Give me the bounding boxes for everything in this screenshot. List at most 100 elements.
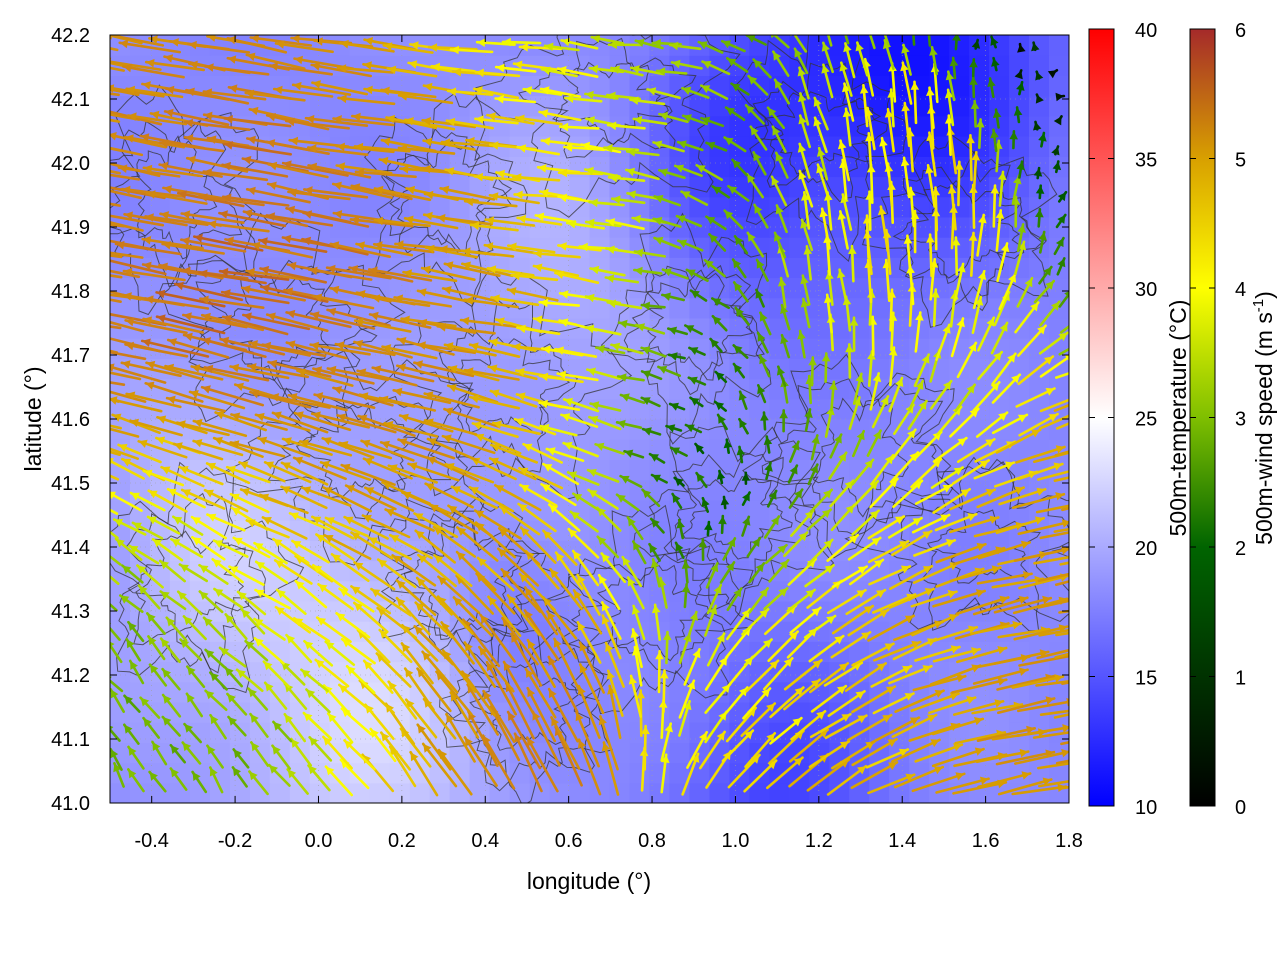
temperature-cell (1049, 378, 1069, 400)
temperature-cell (569, 257, 591, 279)
temperature-cell (249, 722, 271, 743)
wind-arrow (765, 756, 804, 790)
wind-vectors (110, 35, 1069, 797)
temperature-cell (669, 277, 690, 299)
temperature-cell (709, 95, 730, 117)
temperature-cell (1029, 176, 1050, 198)
temperature-cell (589, 196, 611, 218)
wind-arrow (421, 742, 458, 788)
temperature-cell (449, 540, 471, 562)
temperature-cell (829, 257, 850, 279)
temperature-cell (829, 358, 850, 380)
temperature-cell (110, 196, 131, 218)
temperature-cell (669, 681, 690, 703)
temperature-cell (689, 297, 710, 319)
temperature-cell (709, 641, 730, 663)
temperature-cell (849, 338, 870, 359)
temperature-cell (609, 277, 631, 299)
temperature-cell (249, 782, 271, 803)
temperature-cell (689, 520, 710, 541)
temperature-cell (209, 75, 231, 97)
temperature-cell (1029, 499, 1050, 521)
temperature-cell (369, 661, 391, 683)
y-tick-label: 41.1 (51, 729, 90, 751)
temperature-cell (1009, 297, 1030, 319)
temperature-cell (549, 216, 571, 238)
temperature-cell (169, 398, 191, 420)
contour-line (125, 492, 266, 674)
wind-arrow (148, 770, 167, 793)
temperature-cell (709, 742, 730, 764)
y-tick-label: 42.0 (51, 153, 90, 175)
temperature-cell (389, 661, 411, 683)
temperature-cell (549, 540, 571, 562)
temperature-cell (649, 419, 670, 440)
temperature-cell (629, 459, 651, 481)
temperature-cell (169, 701, 191, 723)
temperature-cell (729, 681, 750, 703)
temperature-cell (569, 75, 591, 97)
temperature-cell (409, 95, 431, 117)
wind-arrow (577, 738, 602, 796)
temperature-cell (489, 621, 511, 642)
wind-colorbar-label-main: 500m-wind speed (m s (1251, 312, 1277, 545)
temperature-cell (189, 722, 211, 743)
temperature-cell (709, 156, 730, 178)
temperature-cell (789, 317, 810, 339)
temperature-cell (789, 540, 810, 562)
temperature-cell (1009, 378, 1030, 400)
temperature-cell (369, 378, 391, 400)
temperature-cell (489, 580, 511, 602)
temperature-cell (689, 419, 710, 440)
temperature-cell (689, 762, 710, 784)
temperature-cell (769, 762, 790, 784)
temperature-cell (509, 661, 531, 683)
temperature-cell (709, 136, 730, 157)
wind-arrow (660, 753, 670, 794)
y-tick-label: 41.9 (51, 217, 90, 239)
wind-arrow (286, 768, 309, 795)
temperature-cell (529, 580, 551, 602)
temperature-cell (189, 681, 211, 703)
temperature-cell (669, 742, 690, 764)
temperature-cell (949, 338, 970, 359)
temperature-cell (269, 378, 291, 400)
temperature-cell (110, 499, 131, 521)
temperature-cell (329, 560, 351, 582)
temperature-cell (1029, 439, 1050, 460)
temperature-cell (749, 297, 770, 319)
temperature-cell (929, 136, 950, 157)
temperature-cell (689, 75, 710, 97)
temperature-cell (269, 681, 291, 703)
temperature-cell (689, 560, 710, 582)
temperature-cell (869, 115, 890, 137)
temperature-cell (829, 216, 850, 238)
wind-colorbar-label: 500m-wind speed (m s-1) (1250, 291, 1277, 545)
wind-arrow (893, 765, 945, 789)
temperature-cell (789, 338, 810, 359)
temperature-cell (169, 661, 191, 683)
temperature-cell (829, 459, 850, 481)
temperature-cell (629, 378, 651, 400)
wind-arrow (826, 764, 868, 796)
temperature-cell (429, 378, 451, 400)
temperature-cell (769, 459, 790, 481)
wind-arrow (935, 776, 990, 794)
temperature-cell (649, 722, 670, 743)
temperature-cell (209, 681, 231, 703)
temperature-cell (729, 560, 750, 582)
temperature-cell (309, 641, 331, 663)
temperature-cell (529, 560, 551, 582)
temperature-cell (729, 317, 750, 339)
temperature-cell (369, 681, 391, 703)
temperature-cell (889, 419, 910, 440)
temperature-cell (130, 782, 151, 803)
temperature-cell (649, 95, 670, 117)
temperature-cell (1029, 55, 1050, 76)
temperature-cell (409, 156, 431, 178)
temperature-cell (449, 600, 471, 622)
temperature-cell (789, 701, 810, 723)
wind-colorbar-tick-label: 5 (1235, 150, 1246, 172)
contour-line (438, 298, 578, 473)
temperature-cell (949, 499, 970, 521)
